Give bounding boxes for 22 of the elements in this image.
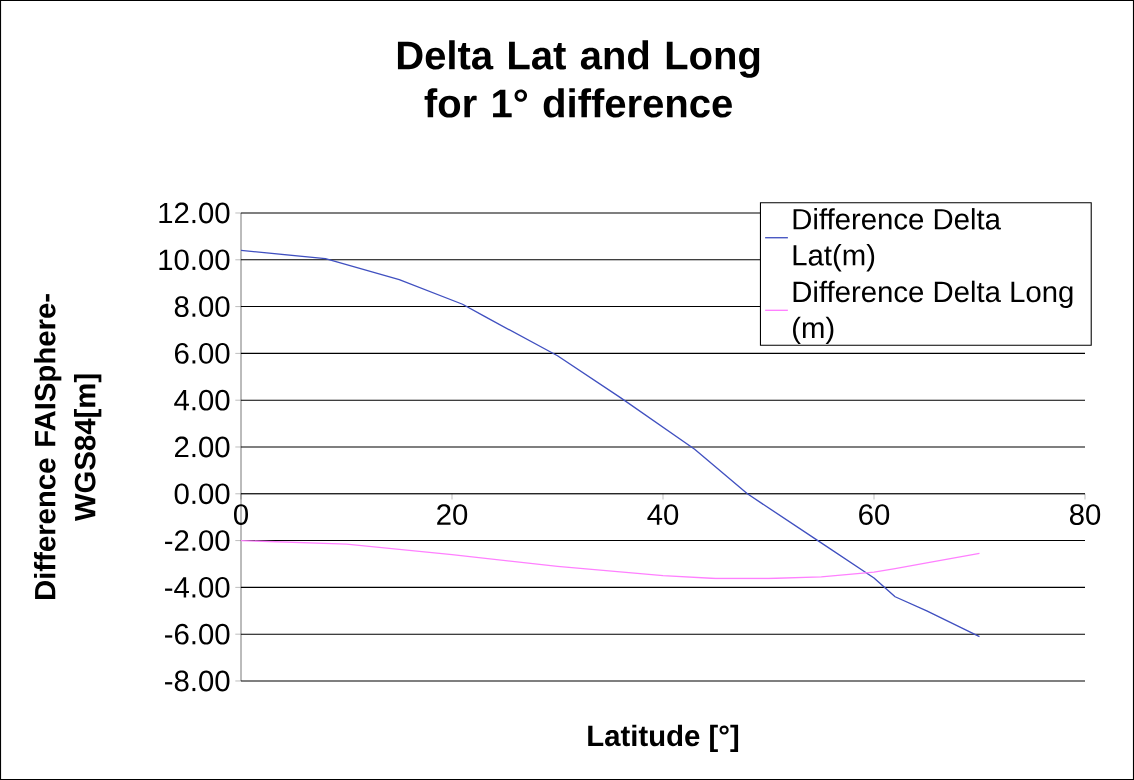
y-tick-label: -8.00	[165, 670, 230, 692]
y-tick-label: 2.00	[175, 436, 230, 458]
x-axis-title: Latitude [°]	[588, 724, 739, 752]
chart-title: Delta Lat and Long for 1° difference	[397, 40, 760, 118]
x-tick-label: 60	[859, 504, 890, 525]
y-tick-label: 10.00	[159, 249, 230, 271]
x-tick-label: 80	[1069, 504, 1101, 525]
x-tick-label: 0	[234, 504, 249, 525]
x-tick-label: 40	[647, 504, 679, 525]
legend-label: Difference Delta Long (m)	[793, 280, 1073, 344]
y-tick-label: -2.00	[165, 530, 230, 551]
y-tick-label: 0.00	[174, 483, 230, 505]
y-tick-label: -4.00	[165, 576, 230, 598]
y-axis-title: Difference FAISphere-WGS84[m]	[33, 294, 102, 600]
y-tick-label: -6.00	[165, 623, 230, 645]
y-tick-label: 12.00	[159, 202, 230, 224]
x-tick-label: 20	[437, 504, 468, 525]
line-series	[241, 539, 981, 580]
y-tick-label: 6.00	[175, 342, 230, 364]
y-tick-label: 8.00	[174, 296, 230, 317]
legend-label: Difference Delta Lat(m)	[793, 208, 1001, 272]
y-tick-label: 4.00	[174, 389, 230, 411]
